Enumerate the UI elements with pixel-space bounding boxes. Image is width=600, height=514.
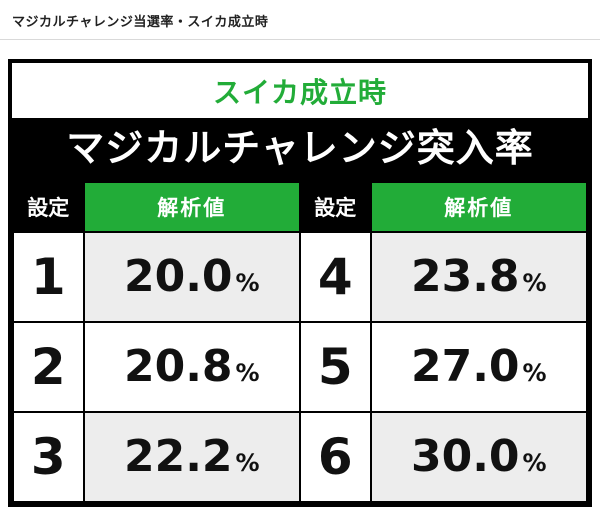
table-row: 2 20.8% 5 27.0% xyxy=(12,320,589,413)
header-row: 設定 解析値 設定 解析値 xyxy=(12,180,589,233)
col-header-setting-left: 設定 xyxy=(12,180,85,233)
value-cell: 30.0% xyxy=(369,410,589,503)
percent-sign: % xyxy=(522,449,547,478)
table-row: 3 22.2% 6 30.0% xyxy=(12,410,589,503)
value-cell: 23.8% xyxy=(369,230,589,323)
page-heading: マジカルチャレンジ当選率・スイカ成立時 xyxy=(12,15,269,30)
value-cell: 20.8% xyxy=(82,320,301,413)
setting-cell: 2 xyxy=(12,320,85,413)
table-subtitle: スイカ成立時 xyxy=(12,63,588,118)
percent-sign: % xyxy=(522,359,547,388)
value-cell: 27.0% xyxy=(369,320,589,413)
rate-table-box: スイカ成立時 マジカルチャレンジ突入率 設定 解析値 設定 解析値 1 xyxy=(8,59,592,507)
heading-divider xyxy=(0,39,600,40)
setting-cell: 3 xyxy=(12,410,85,503)
table-title: マジカルチャレンジ突入率 xyxy=(12,118,588,181)
value-number: 20.0 xyxy=(123,251,233,303)
value-cell: 22.2% xyxy=(82,410,301,503)
value-number: 30.0 xyxy=(410,431,520,483)
setting-cell: 6 xyxy=(298,410,372,503)
col-header-setting-right: 設定 xyxy=(298,180,372,233)
value-number: 27.0 xyxy=(410,341,520,393)
col-header-value-left: 解析値 xyxy=(82,180,301,233)
table-row: 1 20.0% 4 23.8% xyxy=(12,230,589,323)
value-number: 23.8 xyxy=(410,251,520,303)
col-header-value-right: 解析値 xyxy=(369,180,589,233)
percent-sign: % xyxy=(235,269,260,298)
percent-sign: % xyxy=(235,359,260,388)
setting-cell: 5 xyxy=(298,320,372,413)
percent-sign: % xyxy=(522,269,547,298)
value-number: 22.2 xyxy=(123,431,233,483)
value-number: 20.8 xyxy=(123,341,233,393)
rate-table: 設定 解析値 設定 解析値 1 20.0% 4 23.8% 2 20.8% 5 xyxy=(12,180,589,503)
setting-cell: 1 xyxy=(12,230,85,323)
setting-cell: 4 xyxy=(298,230,372,323)
percent-sign: % xyxy=(235,449,260,478)
value-cell: 20.0% xyxy=(82,230,301,323)
